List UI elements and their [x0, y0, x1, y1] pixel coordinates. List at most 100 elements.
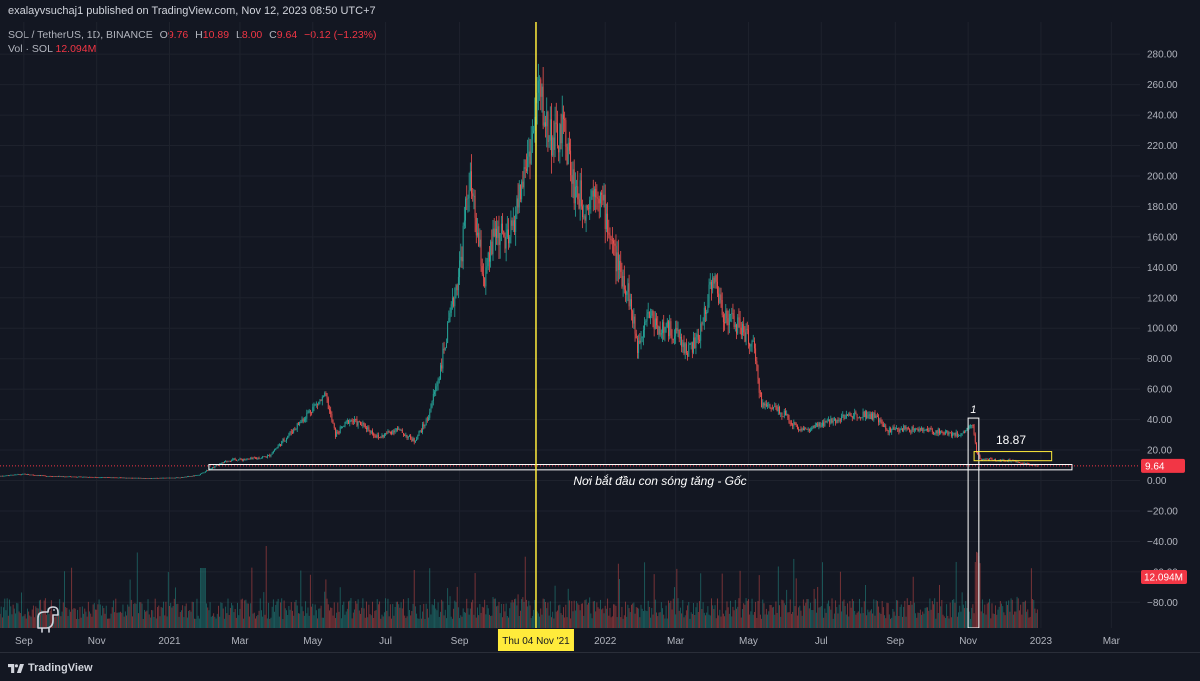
volume-bar	[920, 610, 921, 628]
candle-body	[115, 477, 116, 478]
candle-body	[145, 478, 146, 479]
volume-bar	[512, 600, 513, 628]
volume-bar	[90, 614, 91, 628]
volume-bar	[367, 617, 368, 628]
candle-body	[797, 425, 798, 429]
candle-body	[624, 276, 625, 289]
volume-bar	[308, 607, 309, 628]
y-tick-label: 80.00	[1147, 354, 1172, 365]
candle-body	[879, 420, 880, 423]
candle-body	[156, 478, 157, 479]
volume-bar	[162, 608, 163, 628]
volume-bar	[177, 604, 178, 628]
candle-body	[1027, 463, 1028, 464]
candle-body	[436, 385, 437, 387]
volume-bar	[537, 612, 538, 628]
volume-bar	[271, 618, 272, 628]
volume-bar	[113, 600, 114, 628]
volume-bar	[206, 603, 207, 628]
candle-body	[638, 341, 639, 353]
x-tick-label: Nov	[88, 636, 106, 647]
volume-bar	[285, 608, 286, 628]
volume-bar	[633, 603, 634, 628]
candle-body	[556, 123, 557, 124]
y-tick-label: 180.00	[1147, 202, 1178, 213]
volume-bar	[894, 612, 895, 628]
volume-bar	[460, 615, 461, 628]
volume-bar	[828, 601, 829, 628]
volume-bar	[476, 618, 477, 628]
candle-body	[327, 394, 328, 399]
candle-body	[569, 143, 570, 151]
volume-bar	[331, 608, 332, 628]
candle-body	[747, 329, 748, 330]
candle-body	[161, 478, 162, 479]
volume-bar	[996, 615, 997, 628]
candle-body	[667, 321, 668, 327]
volume-bar	[302, 606, 303, 628]
volume-bar	[736, 609, 737, 628]
volume-bar	[385, 598, 386, 628]
candle-body	[142, 478, 143, 479]
volume-bar	[368, 605, 369, 628]
candle-body	[185, 477, 186, 478]
volume-bar	[957, 617, 958, 628]
x-tick-label: May	[739, 636, 758, 647]
candle-body	[80, 477, 81, 478]
volume-bar	[742, 609, 743, 628]
candle-body	[783, 416, 784, 417]
candle-body	[201, 473, 202, 474]
volume-bar	[705, 615, 706, 628]
candle-body	[19, 474, 20, 475]
candle-body	[557, 124, 558, 146]
candle-body	[35, 475, 36, 476]
candle-body	[413, 438, 414, 441]
volume-bar	[983, 613, 984, 628]
volume-bar	[896, 600, 897, 628]
volume-bar	[175, 587, 176, 628]
volume-bar	[481, 613, 482, 628]
volume-bar	[528, 601, 529, 628]
volume-bar	[926, 607, 927, 628]
tradingview-brand[interactable]: TradingView	[8, 662, 93, 674]
volume-bar	[422, 612, 423, 628]
volume-bar	[717, 598, 718, 628]
candle-body	[594, 189, 595, 197]
volume-bar	[117, 613, 118, 628]
candle-body	[491, 242, 492, 255]
candle-body	[784, 411, 785, 417]
volume-bar	[938, 613, 939, 628]
candle-body	[378, 435, 379, 437]
volume-bar	[655, 600, 656, 628]
volume-bar	[16, 603, 17, 628]
volume-bar	[842, 601, 843, 628]
volume-bar	[76, 619, 77, 628]
candle-body	[502, 224, 503, 231]
y-axis[interactable]: 280.00260.00240.00220.00200.00180.00160.…	[1140, 22, 1200, 628]
candle-body	[1, 476, 2, 477]
candle-body	[131, 478, 132, 479]
candle-body	[261, 458, 262, 459]
candle-body	[340, 427, 341, 433]
candle-body	[7, 475, 8, 476]
candle-body	[423, 424, 424, 426]
volume-bar	[864, 601, 865, 628]
volume-bar	[583, 616, 584, 628]
candle-body	[293, 429, 294, 433]
candle-body	[91, 477, 92, 478]
volume-bar	[452, 619, 453, 628]
volume-bar	[94, 603, 95, 628]
candle-body	[348, 420, 349, 424]
candle-body	[192, 476, 193, 477]
volume-bar	[637, 608, 638, 628]
volume-bar	[847, 603, 848, 628]
volume-bar	[641, 605, 642, 628]
volume-bar	[753, 615, 754, 628]
volume-bar	[679, 611, 680, 628]
volume-bar	[817, 587, 818, 628]
volume-bar	[839, 605, 840, 628]
volume-bar	[826, 613, 827, 628]
tradingview-label: TradingView	[28, 662, 93, 674]
